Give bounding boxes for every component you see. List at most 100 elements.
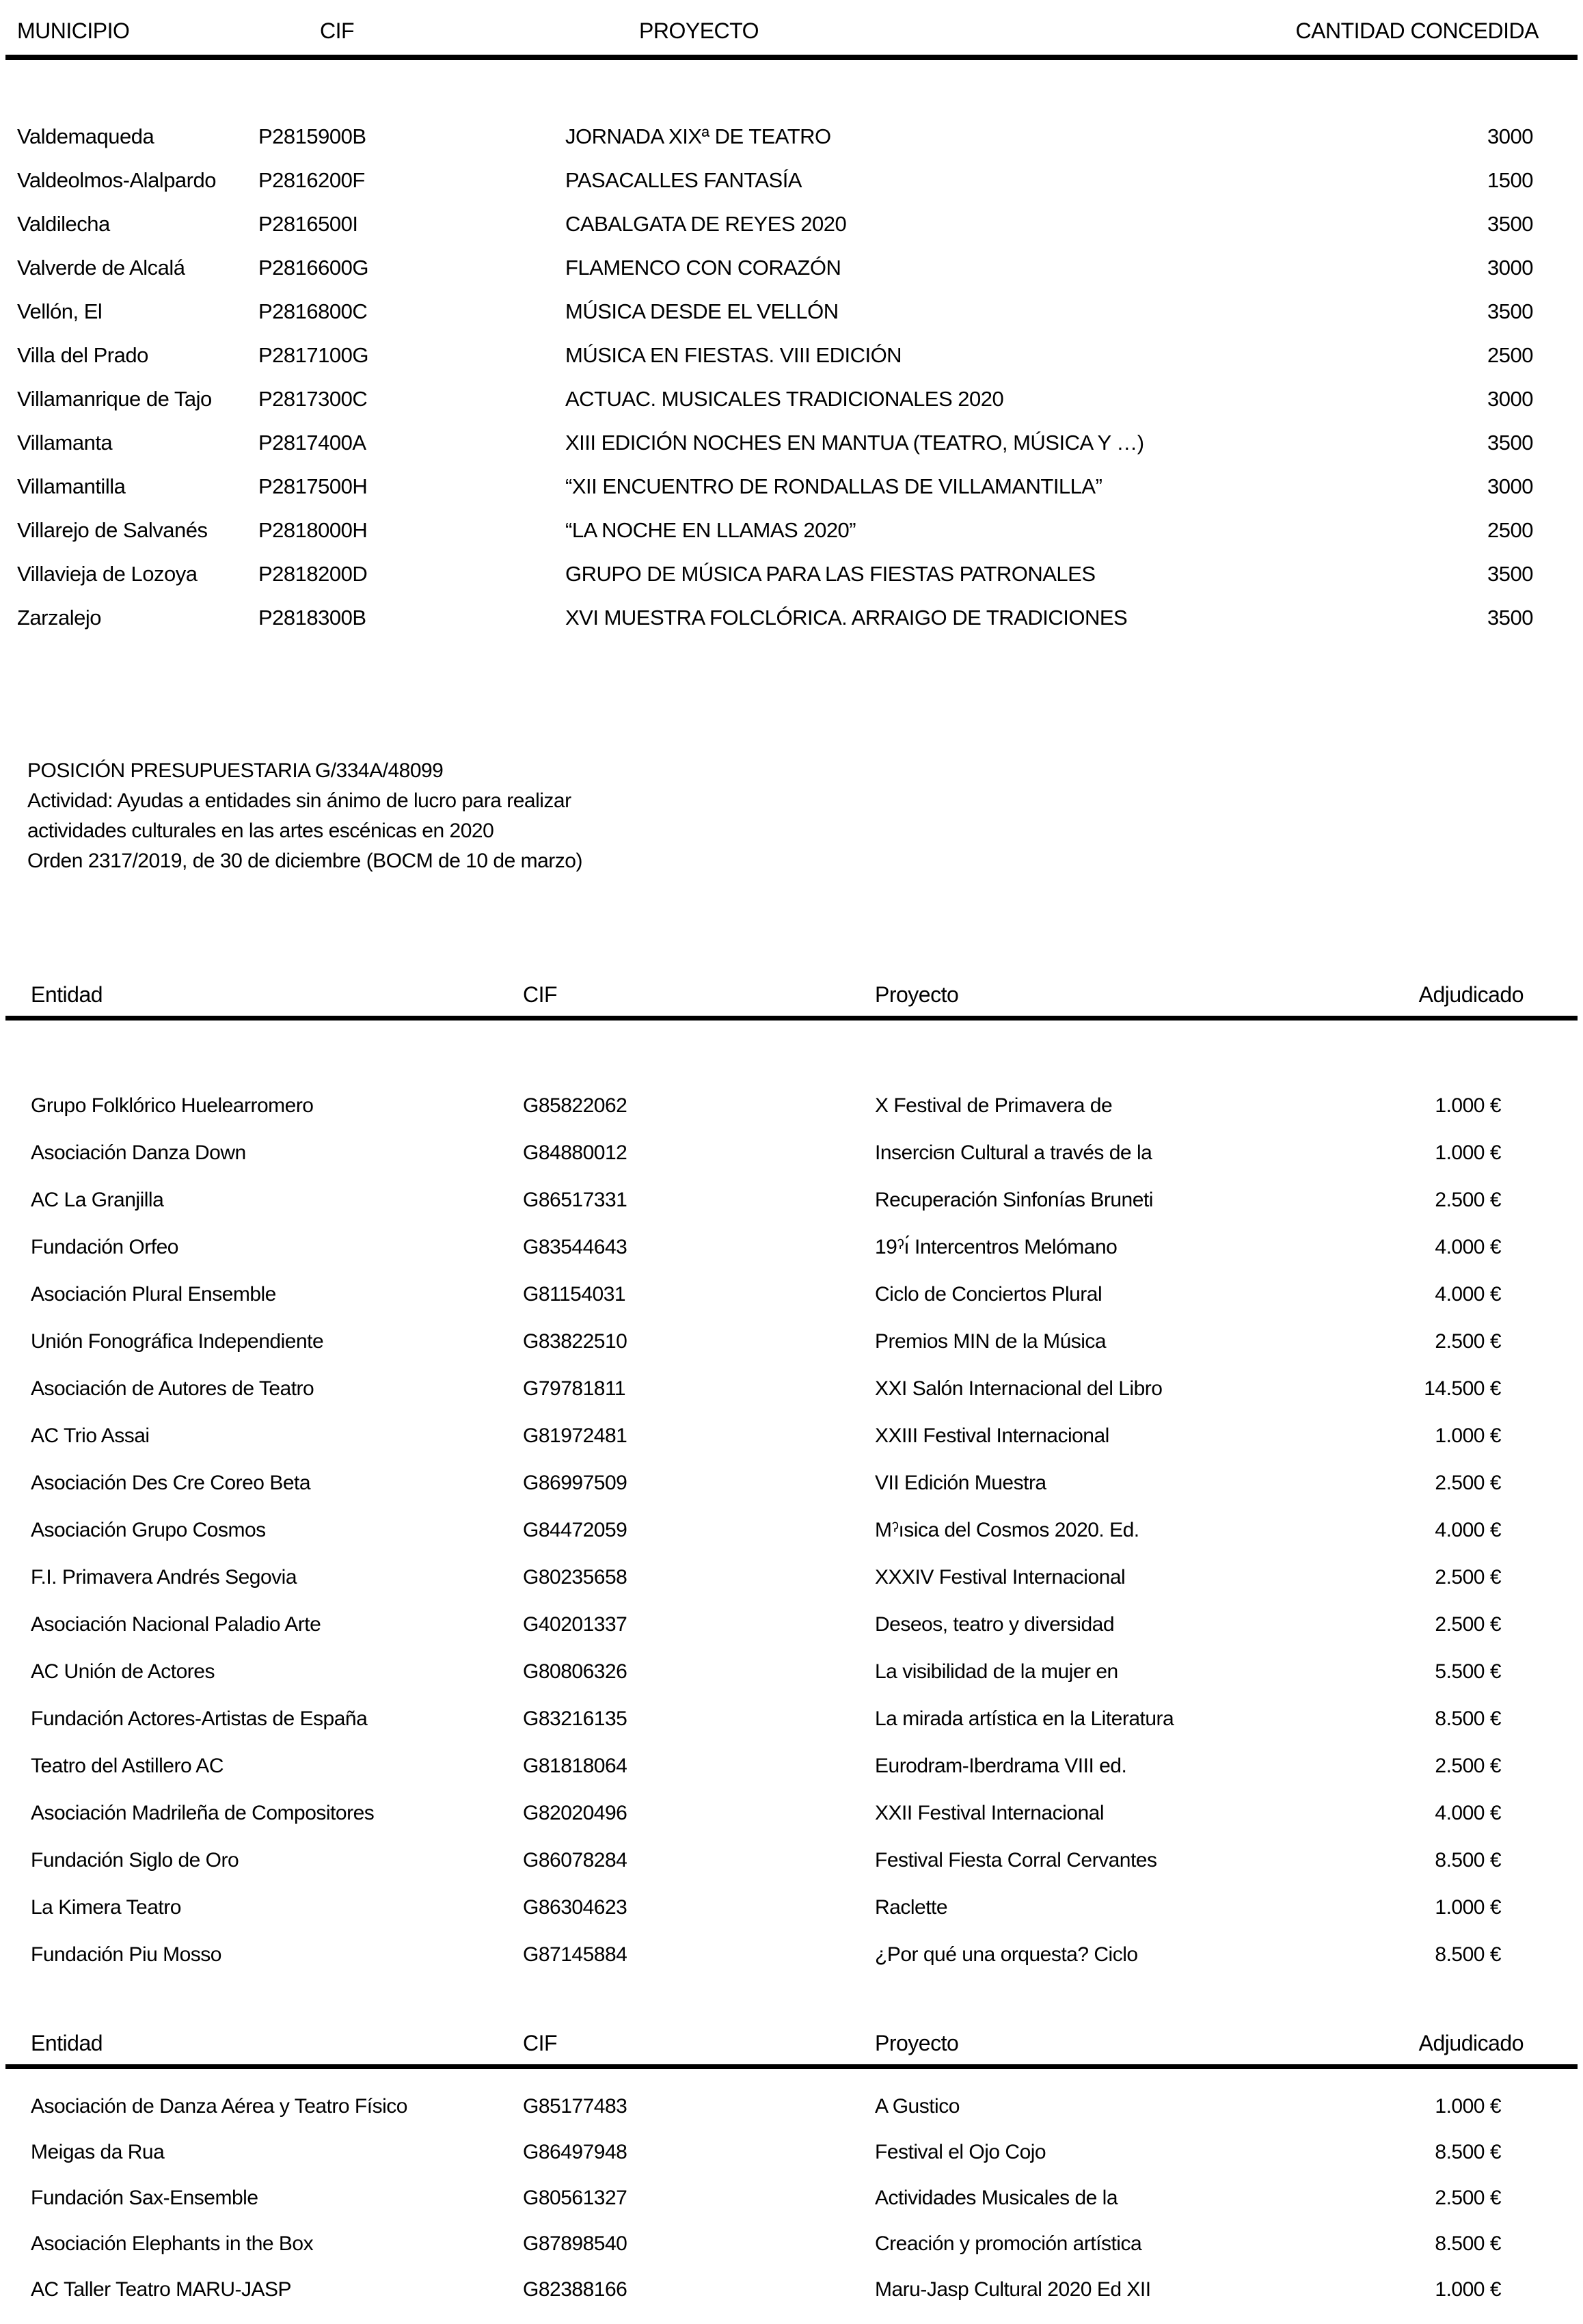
cell-proyecto: “XII ENCUENTRO DE RONDALLAS DE VILLAMANT… xyxy=(565,474,1102,498)
col-header-cif: CIF xyxy=(320,18,355,43)
header-rule xyxy=(5,1016,1578,1021)
cell-proyecto: XXI Salón Internacional del Libro xyxy=(875,1377,1163,1400)
cell-entidad: Fundación Piu Mosso xyxy=(31,1943,222,1966)
cell-cif: G86497948 xyxy=(523,2141,627,2163)
table-row: Valverde de Alcalá P2816600G FLAMENCO CO… xyxy=(0,256,1583,300)
col-header-proyecto: Proyecto xyxy=(875,2031,959,2055)
cell-proyecto: X Festival de Primavera de xyxy=(875,1094,1113,1117)
cell-municipio: Valdeolmos-Alalpardo xyxy=(17,168,216,192)
table-row: Asociación Danza Down G84880012 Inserciϭ… xyxy=(0,1141,1583,1189)
table-row: Asociación de Danza Aérea y Teatro Físic… xyxy=(0,2095,1583,2141)
cell-cif: P2817400A xyxy=(258,431,366,455)
cell-adjudicado: 14.500 € xyxy=(1424,1377,1501,1400)
cell-entidad: Unión Fonográfica Independiente xyxy=(31,1330,324,1353)
cell-entidad: Fundación Siglo de Oro xyxy=(31,1849,239,1872)
table-row: AC La Granjilla G86517331 Recuperación S… xyxy=(0,1189,1583,1236)
cell-cif: P2818000H xyxy=(258,518,368,542)
cell-entidad: Asociación de Danza Aérea y Teatro Físic… xyxy=(31,2095,407,2118)
cell-adjudicado: 8.500 € xyxy=(1435,2232,1501,2255)
table-row: Zarzalejo P2818300B XVI MUESTRA FOLCLÓRI… xyxy=(0,606,1583,650)
cell-adjudicado: 2.500 € xyxy=(1435,2187,1501,2209)
table-row: Valdilecha P2816500I CABALGATA DE REYES … xyxy=(0,213,1583,256)
cell-adjudicado: 2.500 € xyxy=(1435,1472,1501,1494)
cell-cif: G40201337 xyxy=(523,1613,627,1636)
cell-municipio: Villavieja de Lozoya xyxy=(17,562,198,586)
cell-cif: P2818200D xyxy=(258,562,368,586)
cell-entidad: AC Taller Teatro MARU-JASP xyxy=(31,2278,292,2301)
table-row: Valdemaqueda P2815900B JORNADA XIXª DE T… xyxy=(0,125,1583,169)
cell-proyecto: XXIII Festival Internacional xyxy=(875,1424,1109,1447)
cell-municipio: Villamanrique de Tajo xyxy=(17,387,212,411)
cell-cif: G86997509 xyxy=(523,1472,627,1494)
table-row: Asociación Des Cre Coreo Beta G86997509 … xyxy=(0,1472,1583,1519)
cell-cif: P2816800C xyxy=(258,299,368,323)
cell-cantidad: 3000 xyxy=(1487,474,1533,498)
cell-cantidad: 3500 xyxy=(1487,299,1533,323)
cell-cantidad: 3500 xyxy=(1487,212,1533,236)
activity-line-2: actividades culturales en las artes escé… xyxy=(27,820,494,842)
table-row: La Kimera Teatro G86304623 Raclette 1.00… xyxy=(0,1896,1583,1943)
cell-municipio: Villamantilla xyxy=(17,474,126,498)
cell-cantidad: 3000 xyxy=(1487,124,1533,148)
cell-proyecto: Inserciϭn Cultural a través de la xyxy=(875,1141,1152,1164)
cell-proyecto: “LA NOCHE EN LLAMAS 2020” xyxy=(565,518,856,542)
cell-cif: G86078284 xyxy=(523,1849,627,1872)
cell-cif: G80561327 xyxy=(523,2187,627,2209)
table-row: Villavieja de Lozoya P2818200D GRUPO DE … xyxy=(0,563,1583,606)
cell-entidad: Fundación Orfeo xyxy=(31,1236,178,1258)
cell-cantidad: 1500 xyxy=(1487,168,1533,192)
cell-cif: G82020496 xyxy=(523,1802,627,1824)
cell-entidad: AC Trio Assai xyxy=(31,1424,150,1447)
cell-cif: G83544643 xyxy=(523,1236,627,1258)
table-row: AC Unión de Actores G80806326 La visibil… xyxy=(0,1660,1583,1707)
table-row: Asociación Nacional Paladio Arte G402013… xyxy=(0,1613,1583,1660)
activity-line-1: Actividad: Ayudas a entidades sin ánimo … xyxy=(27,789,571,812)
cell-municipio: Villarejo de Salvanés xyxy=(17,518,208,542)
cell-adjudicado: 8.500 € xyxy=(1435,1943,1501,1966)
cell-cantidad: 3500 xyxy=(1487,562,1533,586)
col-header-municipio: MUNICIPIO xyxy=(17,18,130,43)
cell-proyecto: Festival el Ojo Cojo xyxy=(875,2141,1046,2163)
table-row: Asociación de Autores de Teatro G7978181… xyxy=(0,1377,1583,1424)
cell-adjudicado: 1.000 € xyxy=(1435,2278,1501,2301)
table-row: Villamanta P2817400A XIII EDICIÓN NOCHES… xyxy=(0,431,1583,475)
table-row: Asociación Madrileña de Compositores G82… xyxy=(0,1802,1583,1849)
cell-entidad: AC Unión de Actores xyxy=(31,1660,215,1683)
table-row: Asociación Plural Ensemble G81154031 Cic… xyxy=(0,1283,1583,1330)
cell-proyecto: MÚSICA DESDE EL VELLÓN xyxy=(565,299,839,323)
cell-adjudicado: 5.500 € xyxy=(1435,1660,1501,1683)
cell-cif: G86304623 xyxy=(523,1896,627,1919)
cell-proyecto: Premios MIN de la Música xyxy=(875,1330,1107,1353)
table-row: Vellón, El P2816800C MÚSICA DESDE EL VEL… xyxy=(0,300,1583,344)
cell-proyecto: Festival Fiesta Corral Cervantes xyxy=(875,1849,1157,1872)
table-row: F.I. Primavera Andrés Segovia G80235658 … xyxy=(0,1566,1583,1613)
cell-cif: P2816500I xyxy=(258,212,358,236)
budget-position-line: POSICIÓN PRESUPUESTARIA G/334A/48099 xyxy=(27,759,444,782)
col-header-adjudicado: Adjudicado xyxy=(1418,982,1524,1007)
table-row: Villa del Prado P2817100G MÚSICA EN FIES… xyxy=(0,344,1583,388)
cell-cif: G86517331 xyxy=(523,1189,627,1211)
cell-entidad: Asociación Danza Down xyxy=(31,1141,246,1164)
table-row: Fundación Sax-Ensemble G80561327 Activid… xyxy=(0,2187,1583,2232)
col-header-proyecto: PROYECTO xyxy=(639,18,759,43)
table-row: Unión Fonográfica Independiente G8382251… xyxy=(0,1330,1583,1377)
cell-adjudicado: 1.000 € xyxy=(1435,1424,1501,1447)
cell-adjudicado: 4.000 € xyxy=(1435,1802,1501,1824)
col-header-cif: CIF xyxy=(523,2031,558,2055)
cell-municipio: Vellón, El xyxy=(17,299,103,323)
budget-note: POSICIÓN PRESUPUESTARIA G/334A/48099 Act… xyxy=(27,756,582,876)
table-row: AC Taller Teatro MARU-JASP G82388166 Mar… xyxy=(0,2278,1583,2324)
cell-cif: G84880012 xyxy=(523,1141,627,1164)
table-row: Teatro del Astillero AC G81818064 Eurodr… xyxy=(0,1755,1583,1802)
cell-municipio: Valdilecha xyxy=(17,212,110,236)
col-header-cantidad-concedida: CANTIDAD CONCEDIDA xyxy=(1295,18,1539,43)
cell-proyecto: XIII EDICIÓN NOCHES EN MANTUA (TEATRO, M… xyxy=(565,431,1144,455)
cell-entidad: Asociación Des Cre Coreo Beta xyxy=(31,1472,311,1494)
table-row: Valdeolmos-Alalpardo P2816200F PASACALLE… xyxy=(0,169,1583,213)
cell-entidad: AC La Granjilla xyxy=(31,1189,164,1211)
cell-cif: P2817100G xyxy=(258,343,368,367)
cell-cif: P2816600G xyxy=(258,256,368,280)
cell-adjudicado: 4.000 € xyxy=(1435,1236,1501,1258)
cell-adjudicado: 8.500 € xyxy=(1435,2141,1501,2163)
entity-table-rows: Grupo Folklórico Huelearromero G85822062… xyxy=(0,1094,1583,1990)
